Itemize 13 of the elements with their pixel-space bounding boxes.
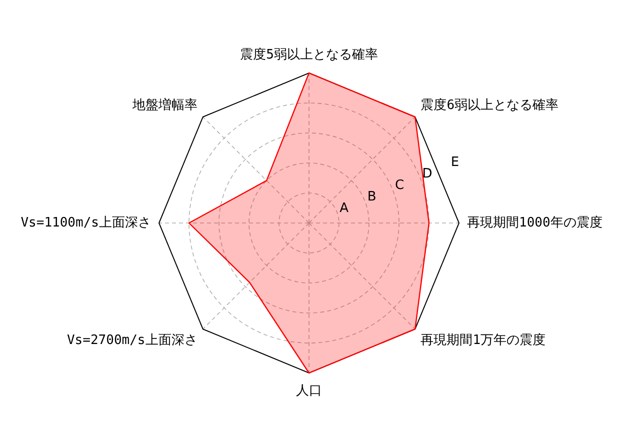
y-tick-label: A — [340, 201, 349, 216]
spoke-label: 地盤増幅率 — [131, 97, 198, 114]
spoke-label: 再現期間1000年の震度 — [467, 214, 602, 231]
spoke-label: Vs=2700m/s上面深さ — [66, 332, 198, 348]
y-tick-label: D — [422, 166, 432, 182]
spoke-label: 震度5弱以上となる確率 — [240, 46, 378, 63]
y-tick-label: E — [450, 155, 460, 170]
spoke-label: 再現期間1万年の震度 — [420, 332, 546, 348]
spoke-label: Vs=1100m/s上面深さ — [20, 216, 151, 231]
spoke-label: 震度6弱以上となる確率 — [420, 97, 559, 114]
y-tick-label: B — [367, 190, 376, 205]
spoke-label: 人口 — [296, 384, 322, 399]
y-tick-label: C — [395, 178, 404, 194]
